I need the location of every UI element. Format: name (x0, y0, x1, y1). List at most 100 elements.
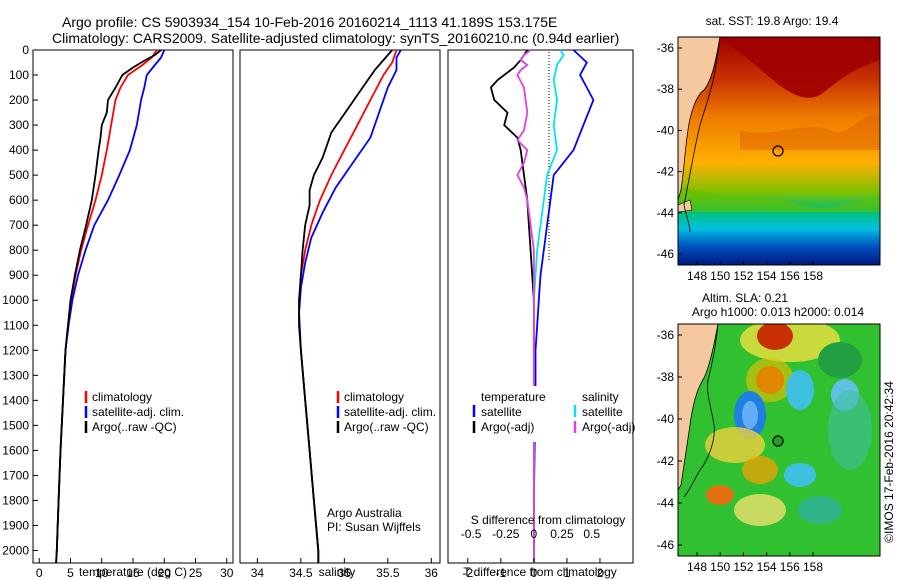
x-tick-label: 30 (220, 566, 234, 580)
legend-t-argo: Argo(-adj) (481, 420, 534, 434)
sla-title-line1: Altim. SLA: 0.21 (702, 291, 788, 305)
difference-panel: temperature satellite Argo(-adj) salinit… (447, 49, 635, 580)
depth-tick-label: 1400 (2, 393, 29, 407)
depth-tick-label: 1200 (2, 343, 29, 357)
depth-tick-label: 300 (9, 118, 29, 132)
x-tick-label: 34 (251, 566, 265, 580)
map-lat-label: -40 (657, 412, 675, 426)
legend-s-satellite: satellite (582, 405, 623, 419)
x-tick-label: 10 (95, 566, 109, 580)
x-tick-label: 34.5 (289, 566, 313, 580)
depth-tick-label: 900 (9, 268, 29, 282)
x-tick-label: 35.5 (376, 566, 400, 580)
temperature-xlabel: temperature (deg C) (79, 565, 187, 579)
map-lat-label: -36 (657, 41, 675, 55)
argo-location-marker (772, 145, 784, 157)
x-tick-label: 36 (425, 566, 439, 580)
figure-title-line1: Argo profile: CS 5903934_154 10-Feb-2016… (62, 14, 557, 30)
legend-t-satellite: satellite (481, 405, 522, 419)
temperature-lines (55, 49, 166, 564)
x-tick-label: 20 (158, 566, 172, 580)
series-line-climatology (298, 49, 398, 563)
map-lon-label: 148 (687, 269, 707, 283)
map-lon-label: 154 (757, 560, 777, 574)
s-diff-tick-label: 0.25 (550, 527, 574, 541)
x-tick-label: 0 (36, 566, 43, 580)
annotation-argo-australia: Argo Australia (327, 506, 402, 520)
map-lat-label: -38 (657, 370, 675, 384)
x-tick-label: 0 (531, 566, 538, 580)
depth-tick-label: 1900 (2, 518, 29, 532)
figure-title-line2: Climatology: CARS2009. Satellite-adjuste… (52, 30, 619, 46)
map-lon-label: 158 (803, 269, 823, 283)
map-lat-label: -36 (657, 328, 675, 342)
map-lon-label: 154 (757, 269, 777, 283)
legend-climatology: climatology (344, 390, 404, 404)
map-lon-label: 156 (780, 269, 800, 283)
s-diff-tick-label: -0.5 (461, 527, 482, 541)
depth-tick-label: 100 (9, 68, 29, 82)
legend-argo: Argo(..raw -QC) (344, 420, 429, 434)
sst-map-ticks: 148 150 152 154 156 158 -36 -38 -40 -42 -44 -46 (657, 41, 824, 283)
salinity-xlabel: salinity (319, 565, 356, 579)
salinity-legend: climatology satellite-adj. clim. Argo(..… (336, 390, 436, 434)
x-tick-label: 2 (597, 566, 604, 580)
map-lat-label: -40 (657, 123, 675, 137)
s-diff-tick-label: -0.25 (492, 527, 520, 541)
sla-title-line2: Argo h1000: 0.013 h2000: 0.014 (692, 305, 864, 319)
difference-legend: temperature satellite Argo(-adj) salinit… (472, 390, 635, 434)
depth-tick-label: 1600 (2, 443, 29, 457)
depth-tick-label: 200 (9, 93, 29, 107)
depth-tick-label: 0 (22, 43, 29, 57)
salinity-lines (298, 49, 402, 563)
series-line-t-satellite (533, 49, 595, 563)
s-diff-tick-label: 0.5 (583, 527, 600, 541)
legend-satellite: satellite-adj. clim. (92, 405, 184, 419)
depth-tick-label: 1100 (3, 318, 29, 332)
sla-map: Altim. SLA: 0.21 Argo h1000: 0.013 h2000… (657, 291, 881, 574)
map-lat-label: -46 (657, 538, 675, 552)
t-difference-label: T difference from climatology (463, 565, 617, 579)
x-tick-label: 25 (189, 566, 203, 580)
map-lat-label: -42 (657, 454, 675, 468)
temperature-legend: climatology satellite-adj. clim. Argo(..… (84, 390, 184, 434)
map-lon-label: 152 (733, 560, 753, 574)
series-line-argo-raw-qc- (298, 49, 393, 563)
legend-climatology: climatology (92, 390, 152, 404)
legend-satellite: satellite-adj. clim. (344, 405, 436, 419)
map-lat-label: -42 (657, 165, 675, 179)
legend-temperature-title: temperature (481, 390, 546, 404)
temperature-panel: 0100200300400500600700800900100011001200… (2, 43, 233, 580)
legend-s-argo: Argo(-adj) (582, 420, 635, 434)
s-difference-label: S difference from climatology (471, 513, 626, 527)
x-tick-label: 15 (126, 566, 140, 580)
series-line-satellite-adj-clim- (298, 49, 402, 563)
sst-map: sat. SST: 19.8 Argo: 19.4 148 150 152 154 15… (657, 14, 881, 283)
temperature-x-ticks: 0 5 10 15 20 25 30 (36, 558, 234, 580)
depth-tick-label: 1300 (2, 368, 29, 382)
depth-tick-label: 1700 (2, 468, 29, 482)
map-lon-label: 158 (803, 560, 823, 574)
legend-salinity-title: salinity (582, 390, 619, 404)
depth-tick-label: 600 (9, 193, 29, 207)
sla-map-ticks: 148 150 152 154 156 158 -36 -38 -40 -42 -44 -46 (657, 328, 824, 574)
series-line-argo-raw-qc- (55, 49, 162, 564)
map-lon-label: 150 (710, 269, 730, 283)
annotation-pi: PI: Susan Wijffels (327, 520, 421, 534)
depth-tick-label: 2000 (2, 543, 29, 557)
x-tick-label: 35 (338, 566, 352, 580)
salinity-panel: 34 34.5 35 35.5 36 climatology satellite-adj… (239, 49, 441, 580)
map-lon-label: 156 (780, 560, 800, 574)
legend-argo: Argo(..raw -QC) (92, 420, 177, 434)
depth-tick-label: 1500 (2, 418, 29, 432)
depth-tick-label: 1000 (2, 293, 29, 307)
map-lat-label: -44 (657, 206, 675, 220)
sst-title: sat. SST: 19.8 Argo: 19.4 (706, 14, 839, 28)
x-tick-label: -2 (462, 566, 473, 580)
depth-axis: 0 100 200 300 400 500 600 700 800 900 1000 1100 1200… (2, 43, 38, 557)
map-lat-label: -46 (657, 247, 675, 261)
depth-tick-label: 500 (9, 168, 29, 182)
map-lat-label: -44 (657, 496, 675, 510)
depth-tick-label: 400 (9, 143, 29, 157)
map-lon-label: 152 (733, 269, 753, 283)
